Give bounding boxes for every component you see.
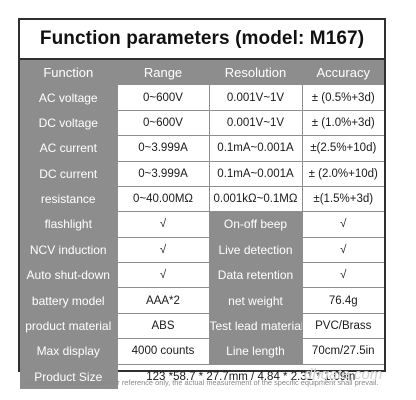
product-size-row: Product Size 123 *58.7 * 27.7mm / 4.84 *… [20,364,384,389]
feature-label: NCV induction [20,237,118,264]
feature-label: Data retention [209,262,303,289]
feature-value: √ [302,262,384,289]
feature-label: On-off beep [209,211,303,238]
parameter-table-frame: Function parameters (model: M167) Functi… [18,18,386,389]
feature-row: NCV induction √ Live detection √ [20,237,384,264]
spec-function: DC current [20,161,118,187]
feature-value: √ [117,237,210,264]
feature-value: ABS [117,313,210,340]
spec-row: resistance 0~40.00MΩ 0.001kΩ~0.1MΩ ±(1.5%+3… [20,186,384,213]
spec-accuracy: ± (1.0%+3d) [302,110,384,137]
spec-resolution: 0.001V~1V [209,110,303,137]
spec-resolution: 0.1mA~0.001A [209,161,303,187]
feature-row: battery model AAA*2 net weight 76.4g [20,287,384,314]
feature-value: √ [117,262,210,289]
spec-range: 0~3.999A [117,161,210,187]
feature-value: 4000 counts [117,338,210,365]
table-title: Function parameters (model: M167) [20,20,384,60]
spec-range: 0~3.999A [117,135,210,162]
feature-value: √ [117,211,210,238]
spec-range: 0~40.00MΩ [117,186,210,213]
feature-label: Max display [20,338,118,365]
feature-row: Auto shut-down √ Data retention √ [20,262,384,289]
feature-label: Live detection [209,237,303,264]
table-body: Function Range Resolution Accuracy AC vo… [20,60,384,389]
spec-row: DC voltage 0~600V 0.001V~1V ± (1.0%+3d) [20,110,384,137]
feature-label: product material [20,313,118,340]
feature-value: PVC/Brass [302,313,384,340]
feature-value: √ [302,211,384,238]
spec-resolution: 0.001V~1V [209,84,303,111]
product-size-label: Product Size [20,364,118,389]
spec-row: AC current 0~3.999A 0.1mA~0.001A ±(2.5%+10d… [20,135,384,162]
spec-function: DC voltage [20,110,118,137]
header-function: Function [20,60,118,86]
footnote: The above parameters are for reference o… [22,378,379,387]
feature-row: Max display 4000 counts Line length 70cm/27… [20,338,384,365]
spec-range: 0~600V [117,84,210,111]
feature-value: 70cm/27.5in [302,338,384,365]
feature-label: flashlight [20,211,118,238]
feature-value: √ [302,237,384,264]
header-resolution: Resolution [209,60,303,86]
watermark: dhgate.com [304,366,383,383]
product-size-value: 123 *58.7 * 27.7mm / 4.84 * 2.31 * 1.09i… [146,370,356,383]
spec-function: resistance [20,186,118,213]
spec-accuracy: ± (2.0%+10d) [302,161,384,187]
feature-value: AAA*2 [117,287,210,314]
feature-label: net weight [209,287,303,314]
spec-accuracy: ± (0.5%+3d) [302,84,384,111]
header-accuracy: Accuracy [302,60,384,86]
feature-label: battery model [20,287,118,314]
feature-row: flashlight √ On-off beep √ [20,211,384,238]
spec-function: AC voltage [20,84,118,111]
spec-resolution: 0.001kΩ~0.1MΩ [209,186,303,213]
spec-resolution: 0.1mA~0.001A [209,135,303,162]
header-row: Function Range Resolution Accuracy [20,60,384,86]
parameter-table: Function Range Resolution Accuracy AC vo… [20,60,384,389]
feature-row: product material ABS Test lead material PVC… [20,313,384,340]
spec-range: 0~600V [117,110,210,137]
feature-label: Line length [209,338,303,365]
feature-label: Test lead material [209,313,303,340]
spec-accuracy: ±(1.5%+3d) [302,186,384,213]
spec-row: DC current 0~3.999A 0.1mA~0.001A ± (2.0%+10… [20,161,384,187]
feature-label: Auto shut-down [20,262,118,289]
feature-value: 76.4g [302,287,384,314]
spec-accuracy: ±(2.5%+10d) [302,135,384,162]
header-range: Range [117,60,210,86]
spec-function: AC current [20,135,118,162]
spec-row: AC voltage 0~600V 0.001V~1V ± (0.5%+3d) [20,84,384,111]
